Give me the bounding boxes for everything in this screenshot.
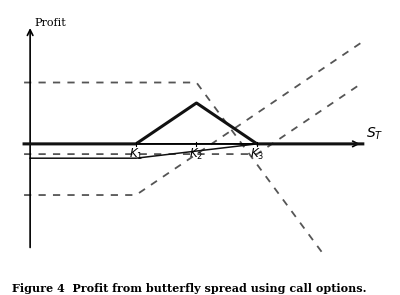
Text: Profit: Profit — [35, 18, 66, 28]
Text: $K_2$: $K_2$ — [189, 147, 204, 162]
Text: $S_T$: $S_T$ — [366, 126, 383, 142]
Text: Figure 4  Profit from butterfly spread using call options.: Figure 4 Profit from butterfly spread us… — [12, 283, 366, 294]
Text: $K_1$: $K_1$ — [129, 147, 143, 162]
Text: $K_3$: $K_3$ — [250, 147, 264, 162]
